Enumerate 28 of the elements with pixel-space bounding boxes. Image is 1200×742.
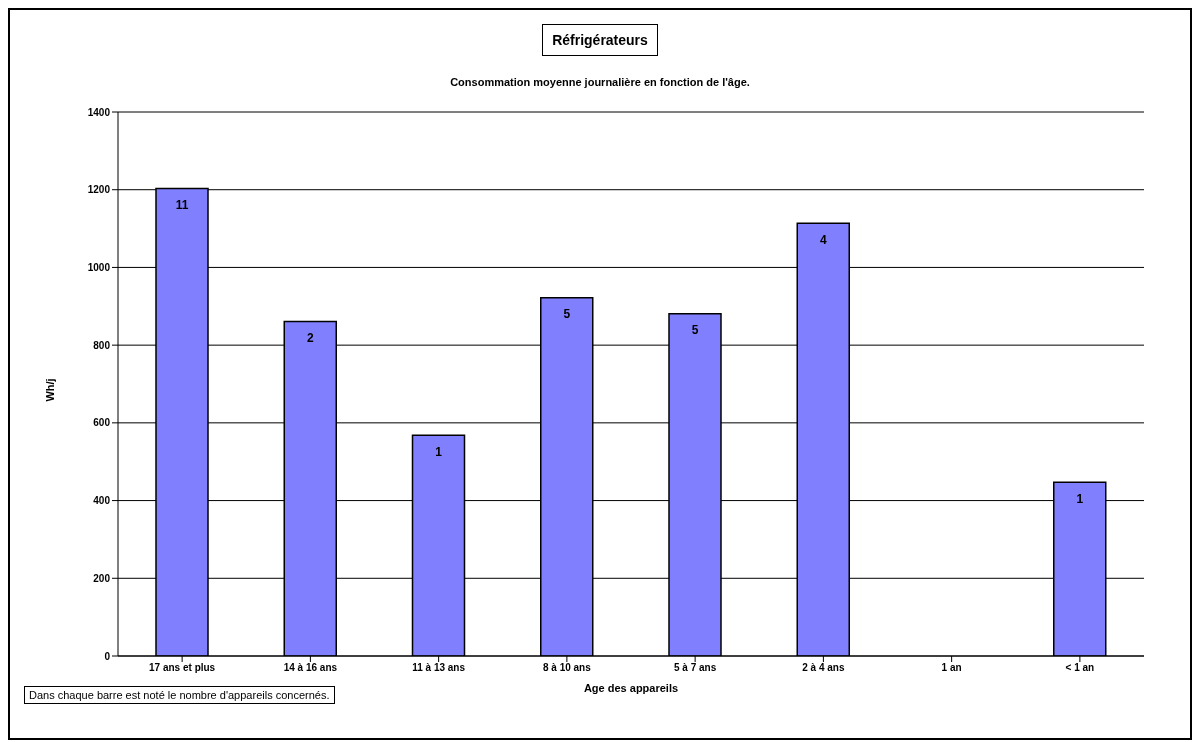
x-tick-label: 8 à 10 ans xyxy=(542,662,592,674)
y-tick-label: 400 xyxy=(93,495,111,507)
y-tick-label: 800 xyxy=(93,339,111,351)
x-tick-label: < 1 an xyxy=(1065,662,1095,674)
x-tick-label: 14 à 16 ans xyxy=(283,662,338,674)
x-tick-label: 11 à 13 ans xyxy=(412,662,466,674)
y-tick-label: 200 xyxy=(93,572,111,584)
annotation: 1 xyxy=(1076,491,1084,506)
y-tick-label: 1400 xyxy=(87,106,111,118)
annotation: 5 xyxy=(563,307,571,322)
chart-subtitle: Consommation moyenne journalière en fonction de l'âge. xyxy=(449,76,751,88)
y-tick-label: 1200 xyxy=(87,184,111,196)
annotation: 2 xyxy=(307,330,315,345)
annotation: 5 xyxy=(691,323,699,338)
y-tick-label: 0 xyxy=(104,650,111,662)
annotation: 1 xyxy=(435,444,443,459)
y-tick-label: 1000 xyxy=(87,261,111,273)
x-tick-label: 5 à 7 ans xyxy=(673,662,717,674)
x-tick-label: 17 ans et plus xyxy=(149,662,216,674)
x-tick-label: 2 à 4 ans xyxy=(802,662,845,674)
y-tick-label: 600 xyxy=(93,417,111,429)
x-axis-title: Age des appareils xyxy=(583,682,679,694)
x-tick-label: 1 an xyxy=(941,662,962,674)
annotation: 4 xyxy=(820,232,828,247)
chart-title: Réfrigérateurs xyxy=(542,24,658,56)
text: Dans chaque barre est noté le nombre d'appareils concernés. xyxy=(24,686,335,704)
y-axis-title: Wh/j xyxy=(44,378,56,402)
annotation: 11 xyxy=(175,198,189,213)
